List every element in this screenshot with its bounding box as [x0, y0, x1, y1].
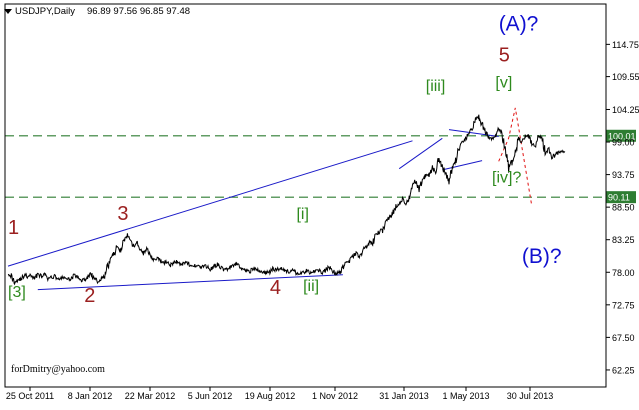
y-tick-label: 83.25 [612, 235, 635, 245]
chart-header: USDJPY,Daily 96.89 97.56 96.85 97.48 [4, 6, 190, 17]
wave-label: [iii] [426, 78, 446, 95]
wave-label: 2 [84, 285, 95, 307]
x-tick-label: 30 Jul 2013 [507, 391, 554, 401]
plot-frame [4, 3, 607, 388]
y-tick-label: 62.25 [612, 365, 635, 375]
y-tick-label: 72.75 [612, 300, 635, 310]
level-tag [606, 129, 636, 142]
y-tick-label: 67.50 [612, 333, 635, 343]
wave-label: 4 [270, 277, 281, 299]
x-tick-label: 1 Nov 2012 [312, 391, 358, 401]
trendlines [7, 107, 533, 291]
wave-labels: 1 [3] 2 3 4 [ii] [i] [iii] 5 [v] [iv]? (A)? (B)? [8, 12, 562, 307]
wave-label: 1 [8, 217, 19, 239]
level-tag-label: 100.01 [608, 131, 636, 141]
x-tick-label: 19 Aug 2012 [245, 391, 296, 401]
y-tick-label: 93.75 [612, 170, 635, 180]
x-tick-label: 1 May 2013 [442, 391, 489, 401]
trendline [7, 140, 413, 267]
y-tick-label: 109.55 [612, 72, 639, 82]
wave-label: [iv]? [492, 169, 521, 186]
trendline [37, 274, 343, 291]
trendline [442, 160, 483, 171]
trendline [398, 137, 443, 170]
chevron-down-icon[interactable] [4, 9, 12, 14]
ohlc-readout: 96.89 97.56 96.85 97.48 [87, 6, 190, 17]
level-tag [606, 191, 636, 204]
wave-label: (B)? [522, 245, 562, 268]
y-tick-label: 99.00 [612, 138, 635, 148]
chart-title: USDJPY,Daily [15, 6, 75, 17]
x-tick-label: 25 Oct 2011 [6, 391, 54, 401]
x-tick-label: 5 Jun 2012 [188, 391, 233, 401]
wave-label: [3] [8, 284, 26, 301]
x-tick-label: 8 Jan 2012 [68, 391, 113, 401]
wave-label: 3 [117, 203, 128, 225]
wave-label: 5 [499, 44, 510, 66]
y-tick-label: 78.00 [612, 268, 635, 278]
y-tick-label: 88.50 [612, 203, 635, 213]
watermark-email: forDmitry@yahoo.com [11, 364, 105, 375]
forecast-path [498, 107, 533, 206]
x-tick-label: 31 Jan 2013 [379, 391, 429, 401]
level-tag-label: 90.11 [608, 193, 630, 203]
x-tick-label: 22 Mar 2012 [125, 391, 176, 401]
wave-label: [ii] [303, 278, 319, 295]
price-series [7, 114, 566, 286]
trendline [448, 129, 499, 137]
horizontal-levels: 100.01 90.11 [5, 129, 636, 204]
y-tick-label: 104.25 [612, 105, 639, 115]
price-line [7, 114, 566, 286]
chart-axes: 114.75 109.55 104.25 99.00 93.75 88.50 83.25 78… [4, 3, 639, 401]
y-tick-label: 114.75 [612, 40, 639, 50]
wave-label: (A)? [499, 12, 539, 35]
wave-label: [i] [296, 206, 308, 223]
wave-label: [v] [495, 74, 512, 91]
